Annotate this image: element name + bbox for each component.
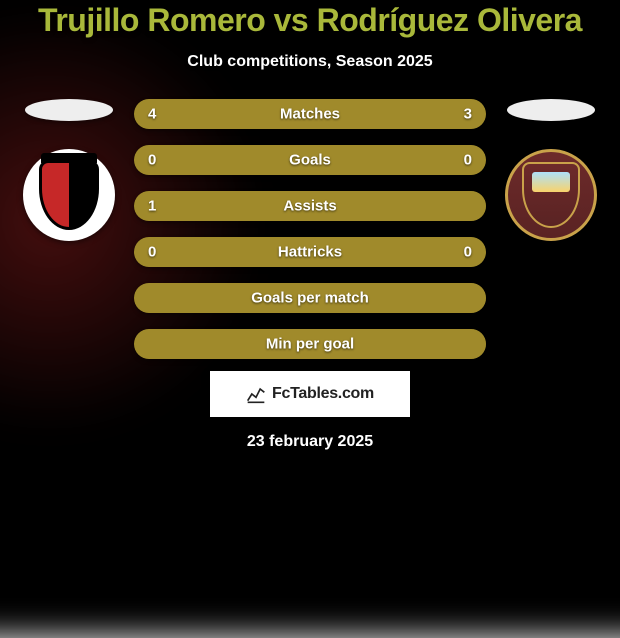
stat-value-right: 0	[464, 244, 472, 261]
stat-value-left: 4	[148, 106, 156, 123]
subtitle: Club competitions, Season 2025	[187, 53, 432, 71]
stat-bar: 0 0 Goals	[134, 145, 486, 175]
stat-bar: Goals per match	[134, 283, 486, 313]
title-player-right: Rodríguez Olivera	[317, 2, 582, 38]
brand-badge: FcTables.com	[210, 371, 410, 417]
brand-text: FcTables.com	[272, 385, 374, 403]
side-left	[14, 99, 124, 241]
stat-label: Hattricks	[278, 244, 342, 261]
flag-left-icon	[25, 99, 113, 121]
content-wrap: Trujillo Romero vs Rodríguez Olivera Clu…	[0, 0, 620, 580]
club-badge-right-icon	[505, 149, 597, 241]
flag-right-icon	[507, 99, 595, 121]
page-title: Trujillo Romero vs Rodríguez Olivera	[38, 2, 582, 39]
shield-right-icon	[522, 162, 580, 228]
stat-label: Min per goal	[266, 336, 354, 353]
date-text: 23 february 2025	[247, 433, 373, 451]
shield-left-icon	[39, 160, 99, 230]
stat-label: Goals per match	[251, 290, 369, 307]
title-vs: vs	[274, 2, 309, 38]
stat-bar: 1 Assists	[134, 191, 486, 221]
stat-label: Matches	[280, 106, 340, 123]
stat-bar: Min per goal	[134, 329, 486, 359]
stats-zone: 4 3 Matches 0 0 Goals 1 Assists 0 0 Hattricks Goals…	[0, 99, 620, 359]
stat-bar-fill-right	[310, 145, 486, 175]
stat-value-left: 1	[148, 198, 156, 215]
stat-value-right: 3	[464, 106, 472, 123]
stat-bar: 4 3 Matches	[134, 99, 486, 129]
stat-bar-fill-left	[134, 145, 310, 175]
title-player-left: Trujillo Romero	[38, 2, 265, 38]
chart-icon	[246, 384, 266, 404]
stat-label: Assists	[283, 198, 336, 215]
stat-bar: 0 0 Hattricks	[134, 237, 486, 267]
stat-label: Goals	[289, 152, 331, 169]
stat-value-left: 0	[148, 244, 156, 261]
stat-value-left: 0	[148, 152, 156, 169]
stat-bars: 4 3 Matches 0 0 Goals 1 Assists 0 0 Hattricks Goals…	[134, 99, 486, 359]
club-badge-left-icon	[23, 149, 115, 241]
stat-value-right: 0	[464, 152, 472, 169]
side-right	[496, 99, 606, 241]
